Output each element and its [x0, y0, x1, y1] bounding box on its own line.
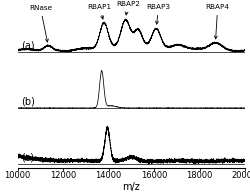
Text: RBAP3: RBAP3 [146, 4, 171, 24]
Text: RNase: RNase [29, 5, 52, 42]
Text: RBAP2: RBAP2 [116, 1, 140, 15]
Text: (a): (a) [21, 40, 34, 50]
Text: RBAP1: RBAP1 [88, 4, 112, 19]
Text: (b): (b) [21, 96, 35, 106]
Text: (c): (c) [21, 152, 34, 162]
X-axis label: m/z: m/z [122, 182, 140, 192]
Text: RBAP4: RBAP4 [206, 4, 230, 39]
